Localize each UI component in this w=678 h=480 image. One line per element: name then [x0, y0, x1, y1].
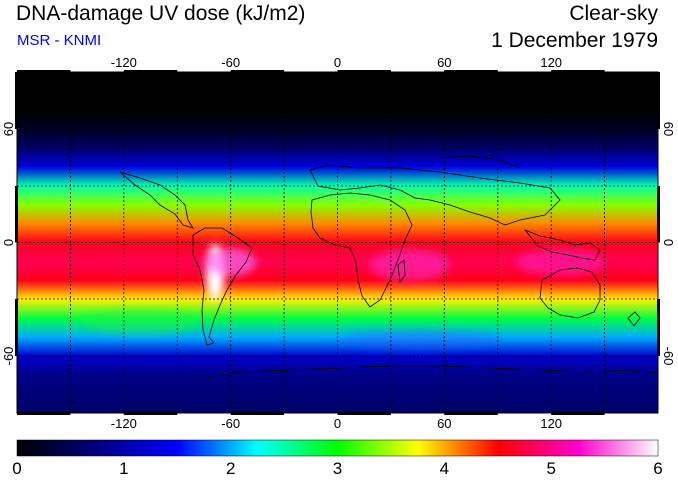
- lon-label-top: -60: [221, 55, 240, 70]
- pacific-variation: [80, 310, 200, 334]
- australia-coast: [539, 267, 601, 319]
- map-border: [15, 70, 660, 415]
- lon-labels-bottom: -120 -60 0 60 120: [111, 416, 562, 431]
- map-title: DNA-damage UV dose (kJ/m2): [16, 2, 306, 25]
- colorbar-tick-label: 1: [119, 459, 129, 478]
- indonesia-coast: [523, 229, 601, 261]
- sky-condition-label: Clear-sky: [569, 2, 658, 25]
- africa-hotspot: [370, 249, 450, 281]
- colorbar-tick-label: 4: [439, 459, 450, 478]
- lat-label-right: 60: [661, 122, 676, 136]
- lon-label-bottom: -60: [221, 416, 240, 431]
- lat-label-right: -60: [661, 347, 676, 366]
- lat-label-left: 0: [1, 239, 16, 246]
- lon-label-bottom: 0: [334, 416, 341, 431]
- lon-labels-top: -120 -60 0 60 120: [111, 55, 562, 70]
- southern-ocean-variation: [340, 330, 500, 350]
- lon-label-bottom: 120: [540, 416, 562, 431]
- date-label: 1 December 1979: [491, 29, 658, 52]
- new-zealand-coast: [627, 311, 641, 327]
- lon-label-top: 0: [334, 55, 341, 70]
- colorbar-tick-label: 0: [12, 459, 22, 478]
- south-america-coast: [192, 227, 253, 346]
- colorbar-tick-label: 3: [332, 459, 343, 478]
- lat-labels-left: 60 0 -60: [1, 122, 16, 366]
- madagascar-coast: [397, 259, 406, 284]
- dose-variations: [80, 244, 605, 350]
- lon-label-bottom: -120: [111, 416, 137, 431]
- border-ticks-left: [15, 72, 18, 356]
- lat-labels-right: 60 0 -60: [661, 122, 676, 366]
- border-ticks-right: [657, 72, 660, 356]
- south-america-hotspot: [204, 248, 256, 276]
- north-america-coast: [119, 171, 194, 229]
- colorbar-tick-label: 5: [546, 459, 556, 478]
- border-ticks-bottom: [17, 412, 605, 415]
- lat-label-left: -60: [1, 347, 16, 366]
- border-ticks-top: [17, 70, 605, 73]
- africa-coast: [310, 192, 413, 308]
- map-area: [17, 72, 658, 413]
- colorbar-tick-label: 6: [653, 459, 663, 478]
- lat-label-right: 0: [661, 239, 676, 246]
- graticule: [17, 72, 658, 413]
- source-label: MSR - KNMI: [17, 32, 102, 49]
- lon-label-bottom: 60: [437, 416, 451, 431]
- colorbar-tick-label: 2: [225, 459, 236, 478]
- arctic-coast: [439, 155, 521, 169]
- lon-label-top: 120: [540, 55, 562, 70]
- lon-label-top: -120: [111, 55, 137, 70]
- lon-label-top: 60: [437, 55, 451, 70]
- colorbar: [16, 439, 659, 457]
- antarctica-coast: [199, 365, 656, 379]
- lat-label-left: 60: [1, 122, 16, 136]
